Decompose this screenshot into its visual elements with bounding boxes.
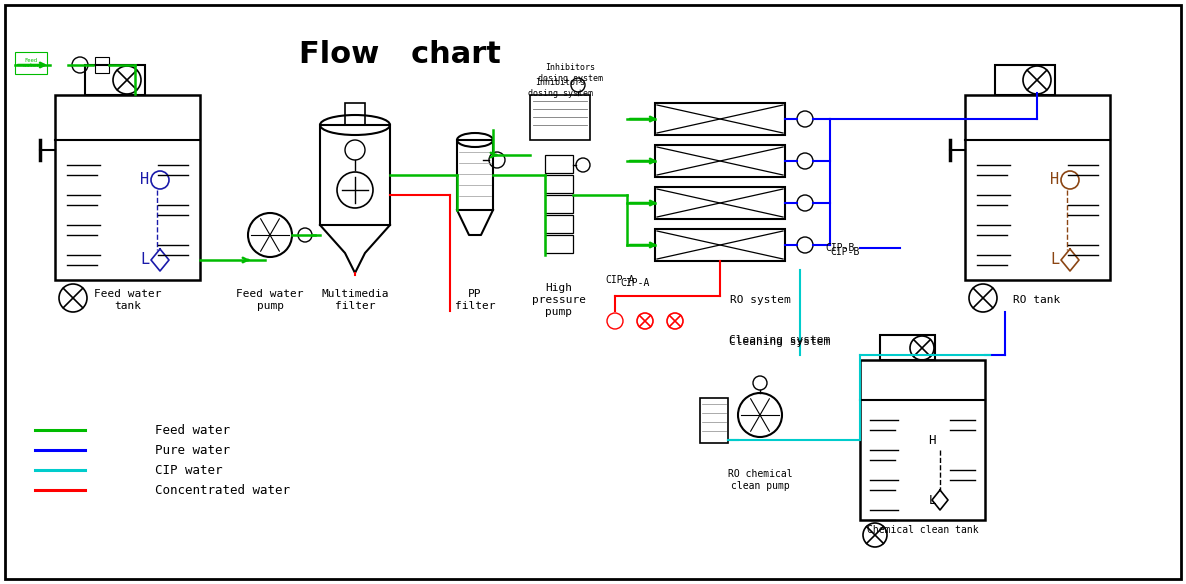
- Bar: [530, 95, 589, 140]
- Text: Feed water
pump: Feed water pump: [236, 289, 304, 311]
- Bar: [546, 155, 573, 173]
- Bar: [546, 175, 573, 193]
- Text: High
pressure
pump: High pressure pump: [533, 283, 586, 317]
- Bar: [320, 125, 390, 225]
- Text: Pure water: Pure water: [155, 443, 230, 457]
- Text: Inhibitors
dosing system: Inhibitors dosing system: [537, 63, 602, 83]
- Bar: [700, 398, 728, 443]
- Text: Chemical clean tank: Chemical clean tank: [867, 525, 978, 535]
- Bar: [655, 187, 785, 219]
- Bar: [457, 140, 493, 210]
- Bar: [546, 235, 573, 253]
- Text: Flow   chart: Flow chart: [299, 40, 500, 69]
- Text: H: H: [140, 172, 149, 187]
- Text: L: L: [1051, 252, 1059, 267]
- Bar: [655, 103, 785, 135]
- Text: CIP-B: CIP-B: [825, 243, 855, 253]
- Text: Concentrated water: Concentrated water: [155, 484, 291, 496]
- Text: Inhibitors
dosing system: Inhibitors dosing system: [528, 78, 593, 98]
- Bar: [965, 95, 1110, 280]
- Text: H: H: [1051, 172, 1059, 187]
- Bar: [860, 360, 986, 520]
- Text: CIP water: CIP water: [155, 464, 223, 477]
- Text: RO tank: RO tank: [1013, 295, 1060, 305]
- Bar: [55, 95, 200, 280]
- Bar: [345, 103, 365, 125]
- Text: Cleaning system: Cleaning system: [729, 335, 830, 345]
- Text: CIP-A: CIP-A: [605, 275, 635, 285]
- Text: CIP-A: CIP-A: [620, 278, 650, 288]
- Bar: [655, 229, 785, 261]
- Text: Multimedia
filter: Multimedia filter: [321, 289, 389, 311]
- Text: PP
filter: PP filter: [454, 289, 496, 311]
- Bar: [95, 57, 109, 73]
- Bar: [546, 195, 573, 213]
- Bar: [995, 65, 1056, 95]
- Text: CIP-B: CIP-B: [830, 247, 860, 257]
- Text: L: L: [929, 493, 936, 506]
- Text: Feed
water: Feed water: [23, 58, 39, 68]
- Text: Feed water: Feed water: [155, 423, 230, 436]
- Text: RO chemical
clean pump: RO chemical clean pump: [728, 469, 792, 491]
- Text: Feed water
tank: Feed water tank: [94, 289, 161, 311]
- Text: Cleaning system: Cleaning system: [729, 337, 830, 347]
- Text: RO system: RO system: [729, 295, 790, 305]
- Bar: [15, 52, 47, 74]
- Text: L: L: [140, 252, 149, 267]
- Text: H: H: [929, 433, 936, 447]
- Bar: [655, 145, 785, 177]
- Bar: [85, 65, 145, 95]
- Bar: [546, 215, 573, 233]
- Bar: [880, 335, 935, 360]
